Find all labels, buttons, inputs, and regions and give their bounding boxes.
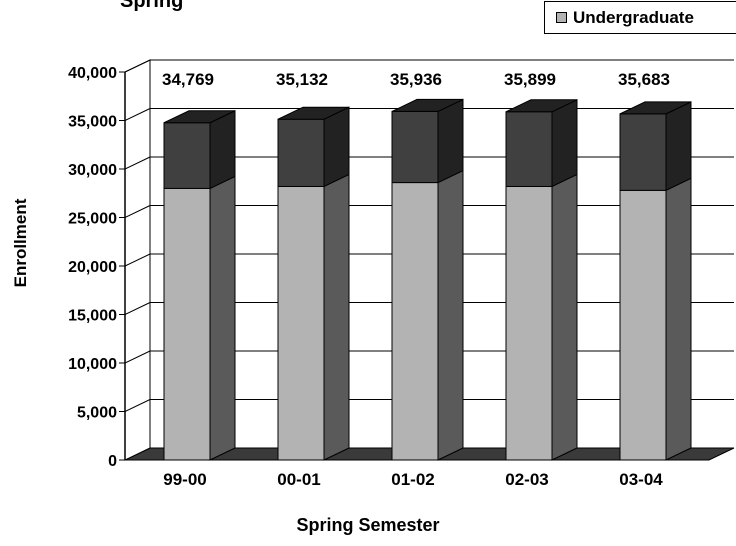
bar-undergraduate-00-01 [277, 185, 325, 461]
x-tick-label: 03-04 [619, 470, 663, 489]
x-tick-label: 00-01 [277, 470, 320, 489]
y-tick-label: 15,000 [68, 308, 117, 325]
bar-side-undergraduate-03-04 [665, 177, 692, 461]
bar-top-99-00 [163, 110, 236, 124]
y-tick-label: 20,000 [68, 259, 117, 276]
bar-side-series-2-00-01 [323, 106, 350, 188]
x-tick-label: 01-02 [391, 470, 434, 489]
bar-undergraduate-02-03 [505, 185, 553, 461]
bar-side-undergraduate-02-03 [551, 173, 578, 461]
bar-side-series-2-03-04 [665, 101, 692, 192]
bar-side-undergraduate-00-01 [323, 173, 350, 461]
gridline-side [124, 156, 151, 170]
x-tick-label: 99-00 [163, 470, 206, 489]
gridline-side [124, 253, 151, 267]
bar-series-2-01-02 [391, 110, 439, 184]
value-axis: 0 5,000 10,000 15,000 20,000 25,000 30,000 35,0… [68, 65, 126, 470]
bar-top-02-03 [505, 99, 578, 113]
data-label-total: 35,683 [618, 70, 670, 89]
bar-side-series-2-99-00 [209, 109, 236, 190]
y-tick-label: 0 [108, 453, 117, 470]
gridline-side [124, 205, 151, 218]
gridline-side [124, 350, 151, 364]
y-tick-label: 25,000 [68, 211, 117, 228]
data-label-total: 35,899 [504, 70, 556, 89]
legend-swatch-undergraduate [556, 12, 567, 23]
labels: 34,769 99-00 35,132 00-01 35,936 01-02 35,899 0… [162, 70, 670, 489]
bar-series-2-00-01 [277, 118, 325, 187]
bar-undergraduate-99-00 [163, 187, 211, 461]
data-label-total: 35,936 [390, 70, 442, 89]
bar-side-undergraduate-01-02 [437, 169, 464, 461]
bar-series-2-03-04 [619, 113, 667, 191]
bar-undergraduate-03-04 [619, 189, 667, 461]
y-tick-label: 5,000 [77, 405, 117, 422]
bar-top-01-02 [391, 98, 464, 112]
bar-side-series-2-01-02 [437, 98, 464, 184]
bar-top-03-04 [619, 101, 692, 115]
bar-series-2-02-03 [505, 111, 553, 187]
bar-side-series-2-02-03 [551, 98, 578, 188]
bar-series-2-99-00 [163, 122, 211, 189]
gridline-side [124, 59, 151, 73]
gridline-side [124, 399, 151, 412]
gridline-side [124, 108, 151, 121]
data-label-total: 34,769 [162, 70, 214, 89]
bar-side-undergraduate-99-00 [209, 175, 236, 461]
y-tick-label: 30,000 [68, 162, 117, 179]
bar-top-00-01 [277, 106, 350, 120]
y-tick-label: 40,000 [68, 65, 117, 82]
y-axis-title: Enrollment [11, 198, 30, 287]
gridline-side [124, 302, 151, 315]
y-tick-label: 35,000 [68, 114, 117, 131]
x-tick-label: 02-03 [505, 470, 548, 489]
y-tick-label: 10,000 [68, 356, 117, 373]
bars [163, 98, 692, 461]
data-label-total: 35,132 [276, 70, 328, 89]
legend: Undergraduate [544, 1, 736, 34]
legend-label-undergraduate: Undergraduate [573, 8, 694, 27]
bar-undergraduate-01-02 [391, 182, 439, 461]
x-axis-title: Spring Semester [296, 515, 439, 535]
chart-title: Spring [120, 0, 184, 12]
